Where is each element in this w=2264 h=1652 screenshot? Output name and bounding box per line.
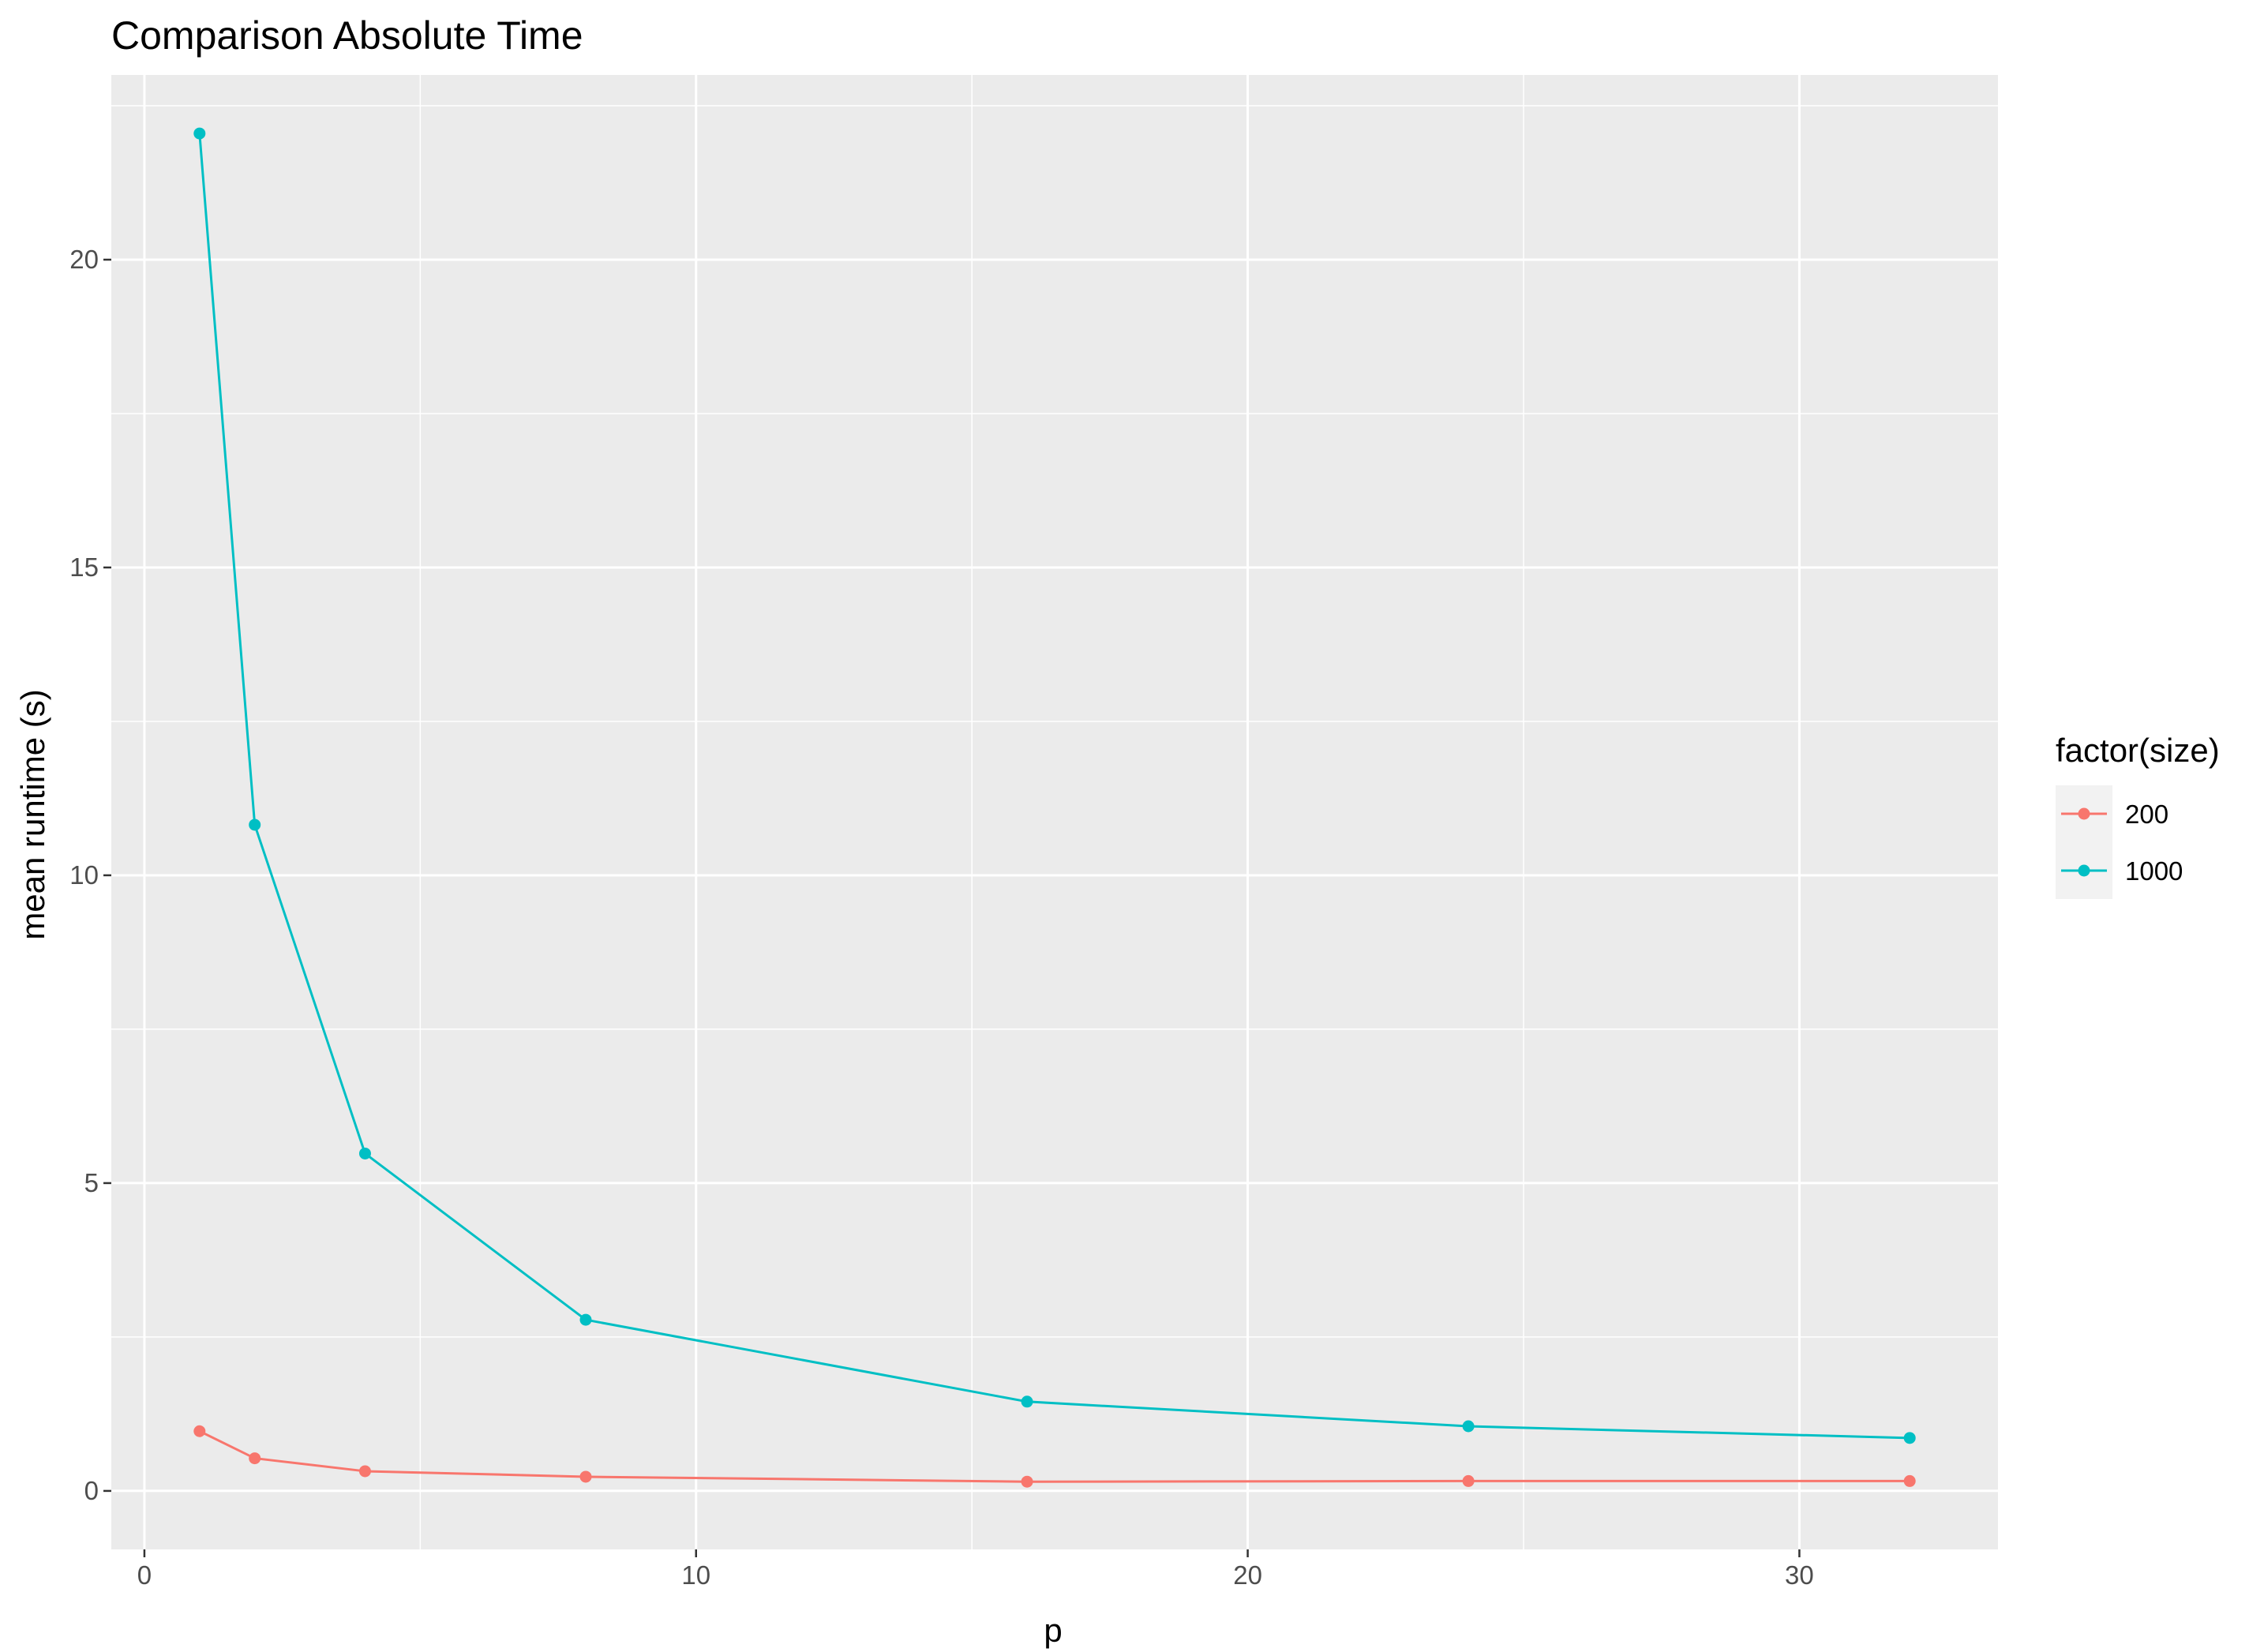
legend-label-200: 200 [2125,800,2168,829]
legend-label-1000: 1000 [2125,856,2183,886]
chart-title: Comparison Absolute Time [111,13,583,58]
data-point-1000 [358,1147,371,1159]
major-gridlines [111,75,1998,1549]
axis-ticks [103,258,1801,1557]
legend: factor(size) 200 1000 [2056,732,2220,899]
data-point-200 [1903,1474,1916,1487]
data-point-200 [1462,1474,1475,1487]
data-point-1000 [249,819,261,831]
x-tick-label: 0 [137,1560,152,1590]
x-tick-label: 10 [681,1560,710,1590]
minor-gridlines [111,75,1998,1549]
y-tick-label: 5 [84,1168,99,1197]
legend-items: 200 1000 [2061,800,2183,886]
x-axis-title: p [1044,1612,1062,1649]
x-tick-label: 30 [1785,1560,1814,1590]
legend-key-point-200 [2078,807,2090,820]
data-point-1000 [193,127,206,140]
y-tick-label: 20 [69,245,99,274]
legend-key-point-1000 [2078,864,2090,877]
data-point-200 [1021,1475,1033,1488]
x-tick-labels: 0 10 20 30 [137,1560,1814,1590]
data-point-200 [579,1470,592,1483]
y-tick-label: 10 [69,860,99,890]
y-tick-label: 0 [84,1476,99,1505]
y-axis-title: mean runtime (s) [14,689,51,939]
data-point-200 [358,1465,371,1478]
data-point-1000 [579,1313,592,1326]
data-point-200 [193,1425,206,1437]
y-tick-labels: 0 5 10 15 20 [69,245,99,1505]
series-layer [193,127,1916,1488]
plot-panel [111,75,1998,1549]
x-tick-label: 20 [1233,1560,1262,1590]
data-point-1000 [1462,1420,1475,1433]
data-point-1000 [1021,1395,1033,1408]
y-tick-label: 15 [69,553,99,582]
legend-title: factor(size) [2056,732,2220,769]
data-point-1000 [1903,1432,1916,1444]
data-point-200 [249,1452,261,1465]
legend-key-background [2056,785,2112,899]
